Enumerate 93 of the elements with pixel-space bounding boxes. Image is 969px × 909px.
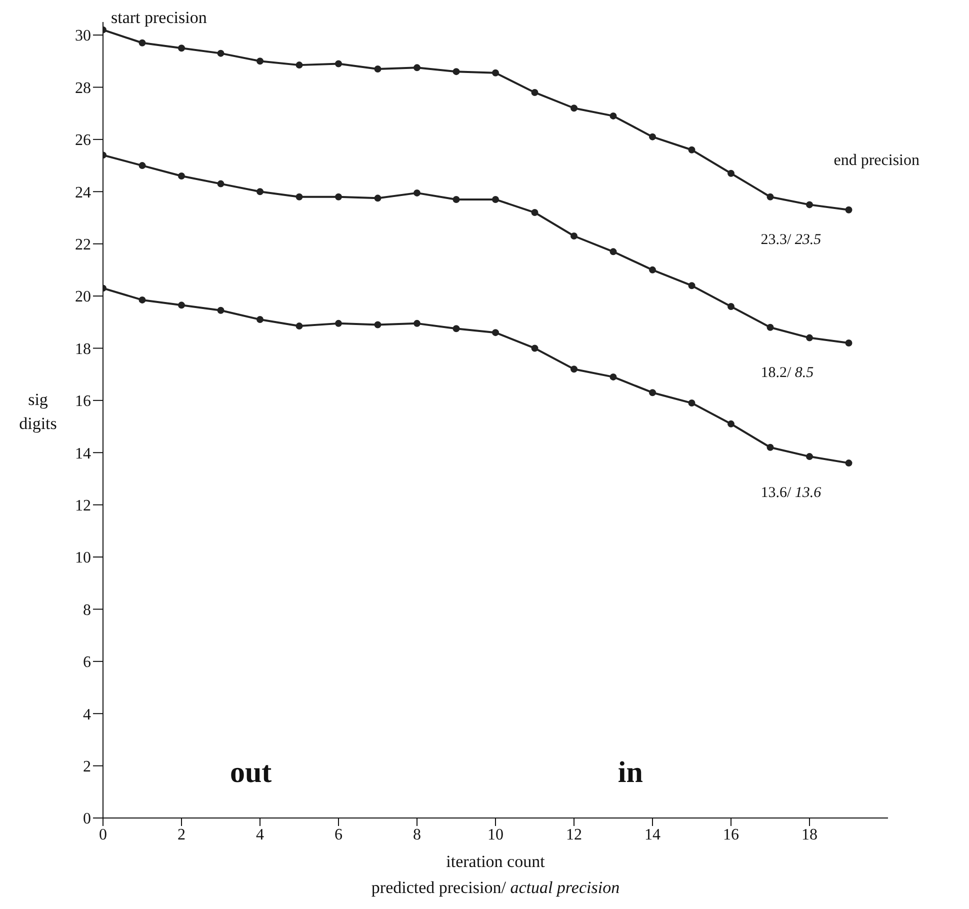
point — [217, 50, 224, 57]
y-tick-label: 4 — [83, 706, 91, 724]
point — [531, 209, 538, 216]
x-tick-label: 18 — [802, 826, 818, 844]
y-tick-label: 18 — [75, 340, 91, 358]
point — [296, 62, 303, 69]
point — [178, 302, 185, 309]
point — [649, 266, 656, 274]
point — [806, 453, 813, 460]
point — [296, 322, 303, 330]
x-axis-title: iteration count — [445, 852, 546, 872]
point — [649, 133, 656, 140]
annotation: out — [230, 756, 272, 790]
point — [492, 329, 499, 336]
point — [178, 44, 185, 52]
point — [296, 193, 303, 200]
x-tick-label: 16 — [723, 826, 739, 844]
y-tick-label: 28 — [75, 80, 91, 97]
annotation: 13.6/ 13.6 — [760, 485, 822, 502]
point — [217, 180, 224, 188]
point — [492, 196, 499, 203]
point — [335, 60, 342, 68]
y-tick-label: 26 — [75, 132, 91, 150]
x-tick-label: 12 — [566, 826, 582, 844]
point — [728, 420, 734, 428]
point — [728, 302, 734, 310]
point — [374, 321, 382, 328]
point — [374, 194, 382, 202]
point — [610, 373, 617, 380]
point — [570, 232, 578, 240]
point — [374, 65, 382, 72]
point — [335, 193, 342, 200]
annotation: 23.3/ 23.5 — [760, 232, 822, 249]
y-tick-label: 0 — [83, 810, 91, 828]
point — [414, 320, 420, 327]
point — [806, 201, 813, 208]
point — [178, 172, 185, 180]
y-tick-label: 8 — [83, 602, 91, 619]
point — [414, 189, 420, 196]
point — [492, 69, 499, 76]
point — [728, 170, 734, 177]
text: predicted precision/ actual precision — [370, 878, 621, 898]
y-tick-label: 12 — [75, 498, 91, 514]
point — [335, 320, 342, 327]
y-axis-title: sig digits — [18, 389, 58, 436]
point — [688, 400, 696, 407]
point — [256, 188, 264, 196]
x-tick-label: 14 — [644, 826, 660, 844]
point — [531, 344, 538, 352]
x-tick-label: 0 — [99, 826, 107, 844]
point — [570, 104, 578, 112]
annotation: end precision — [834, 152, 920, 170]
y-tick-label: 14 — [75, 445, 91, 462]
point — [256, 58, 264, 65]
point — [256, 316, 264, 324]
x-tick-label: 4 — [256, 826, 264, 844]
y-tick-label: 22 — [75, 236, 91, 254]
x-tick-label: 6 — [334, 826, 342, 844]
point — [414, 64, 420, 72]
point — [766, 444, 774, 451]
y-tick-label: 10 — [75, 550, 91, 567]
point — [806, 334, 813, 342]
point — [217, 306, 224, 314]
y-tick-label: 16 — [75, 393, 91, 410]
y-tick-label: 24 — [75, 184, 91, 202]
annotation: in — [618, 756, 643, 790]
x-tick-label: 10 — [488, 826, 504, 844]
annotation: start precision — [111, 8, 207, 28]
point — [845, 206, 852, 214]
point — [138, 39, 146, 46]
point — [845, 340, 852, 347]
y-tick-label: 6 — [83, 654, 91, 672]
point — [610, 112, 617, 120]
y-tick-label: 30 — [75, 28, 91, 45]
point — [452, 325, 460, 332]
y-tick-label: 2 — [83, 758, 91, 776]
y-tick-label: 20 — [75, 288, 91, 306]
point — [610, 248, 617, 256]
point — [766, 324, 774, 331]
annotation: 18.2/ 8.5 — [760, 365, 814, 382]
point — [688, 282, 696, 290]
point — [649, 389, 656, 396]
point — [766, 193, 774, 200]
point — [570, 366, 578, 373]
point — [138, 162, 146, 170]
x-tick-label: 8 — [413, 826, 421, 844]
point — [452, 196, 460, 203]
point — [452, 68, 460, 76]
point — [138, 296, 146, 304]
x-tick-label: 2 — [178, 826, 186, 844]
point — [688, 146, 696, 154]
point — [531, 88, 538, 96]
point — [845, 460, 852, 467]
